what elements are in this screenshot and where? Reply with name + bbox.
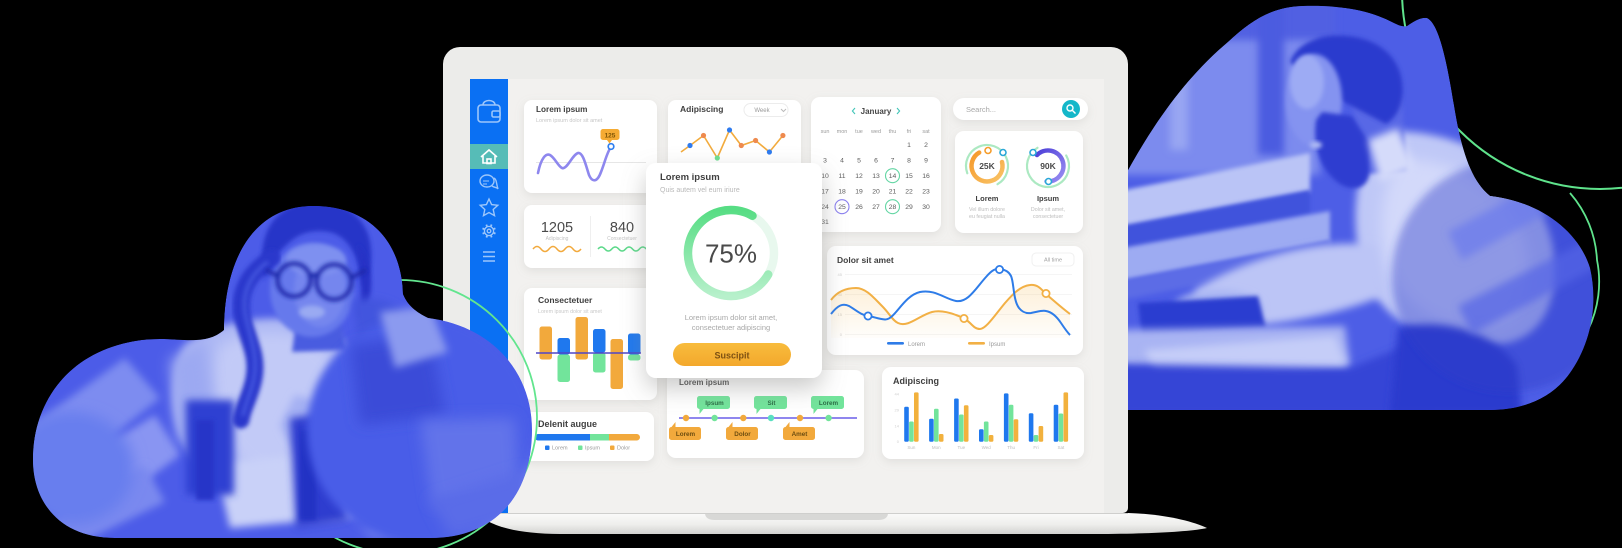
svg-text:44: 44 — [895, 391, 900, 396]
svg-text:Lorem: Lorem — [552, 446, 568, 452]
svg-text:Consectetuer: Consectetuer — [538, 295, 593, 305]
svg-text:wed: wed — [870, 129, 881, 135]
svg-text:25: 25 — [838, 204, 846, 211]
svg-text:Thu: Thu — [1007, 445, 1015, 450]
svg-text:840: 840 — [610, 220, 634, 236]
svg-text:18: 18 — [838, 189, 846, 196]
svg-text:Sit: Sit — [767, 400, 776, 407]
svg-text:Fri: Fri — [1033, 445, 1038, 450]
svg-text:tue: tue — [855, 129, 863, 135]
svg-text:125: 125 — [605, 133, 616, 140]
svg-text:Dolor sit amet: Dolor sit amet — [837, 255, 894, 265]
svg-text:Quis autem vel eum iriure: Quis autem vel eum iriure — [660, 187, 740, 194]
svg-text:Ipsum: Ipsum — [585, 446, 600, 452]
svg-text:15: 15 — [905, 173, 913, 180]
svg-text:Delenit augue: Delenit augue — [538, 419, 597, 429]
svg-text:22: 22 — [905, 189, 913, 196]
svg-text:Lorem: Lorem — [819, 400, 839, 407]
svg-text:consectetuer: consectetuer — [1033, 214, 1064, 220]
svg-text:Adipiscing: Adipiscing — [893, 376, 939, 386]
svg-text:Dolor sit amet,: Dolor sit amet, — [1031, 207, 1065, 213]
svg-text:Lorem: Lorem — [976, 194, 999, 203]
svg-text:26: 26 — [855, 204, 863, 211]
svg-text:Sat: Sat — [1058, 445, 1066, 450]
svg-text:1205: 1205 — [541, 220, 573, 236]
svg-text:All time: All time — [1044, 258, 1062, 264]
svg-text:Lorem: Lorem — [908, 342, 925, 348]
svg-text:17: 17 — [821, 189, 829, 196]
svg-text:11: 11 — [838, 173, 845, 180]
svg-text:19: 19 — [855, 189, 863, 196]
svg-text:eu feugiat nulla: eu feugiat nulla — [969, 214, 1005, 220]
svg-text:Lorem ipsum: Lorem ipsum — [536, 105, 587, 114]
svg-text:Ipsum: Ipsum — [989, 342, 1005, 348]
svg-text:Vel illum dolore: Vel illum dolore — [969, 207, 1005, 213]
svg-text:Lorem: Lorem — [676, 431, 696, 438]
svg-text:9: 9 — [924, 158, 928, 165]
svg-text:4: 4 — [840, 158, 844, 165]
svg-text:24: 24 — [821, 204, 829, 211]
svg-text:90K: 90K — [1040, 161, 1056, 171]
svg-text:sun: sun — [821, 129, 830, 135]
svg-text:Lorem ipsum dolor sit amet: Lorem ipsum dolor sit amet — [536, 118, 603, 124]
svg-text:Mon: Mon — [932, 445, 941, 450]
svg-text:5: 5 — [857, 158, 861, 165]
svg-text:Ipsum: Ipsum — [705, 400, 724, 407]
svg-text:Consectetuer: Consectetuer — [607, 236, 637, 242]
svg-text:29: 29 — [905, 204, 913, 211]
svg-text:21: 21 — [889, 189, 897, 196]
svg-text:3: 3 — [823, 158, 827, 165]
svg-text:Sun: Sun — [907, 445, 916, 450]
svg-text:27: 27 — [872, 204, 880, 211]
svg-text:Week: Week — [754, 108, 770, 114]
svg-text:10: 10 — [821, 173, 829, 180]
svg-text:Adipiscing: Adipiscing — [546, 236, 569, 242]
svg-text:Search...: Search... — [966, 105, 996, 114]
svg-text:14: 14 — [889, 173, 897, 180]
svg-text:Lorem ipsum dolor sit amet,: Lorem ipsum dolor sit amet, — [685, 313, 778, 322]
svg-text:fri: fri — [907, 129, 912, 135]
svg-text:Amet: Amet — [792, 431, 809, 438]
svg-text:Suscipit: Suscipit — [714, 351, 749, 361]
svg-text:Tue: Tue — [958, 445, 966, 450]
svg-text:23: 23 — [922, 189, 930, 196]
svg-text:thu: thu — [889, 129, 897, 135]
svg-text:29: 29 — [895, 407, 900, 412]
svg-text:sat: sat — [922, 129, 930, 135]
svg-text:Ipsum: Ipsum — [1037, 194, 1059, 203]
svg-text:14: 14 — [895, 423, 900, 428]
svg-text:6: 6 — [874, 158, 878, 165]
svg-text:75%: 75% — [705, 239, 757, 269]
svg-text:January: January — [861, 107, 892, 116]
svg-text:31: 31 — [821, 219, 829, 226]
svg-text:13: 13 — [872, 173, 880, 180]
svg-text:consectetuer adipiscing: consectetuer adipiscing — [692, 323, 770, 332]
svg-text:0: 0 — [897, 439, 900, 444]
svg-text:Lorem ipsum dolor sit amet: Lorem ipsum dolor sit amet — [538, 309, 602, 315]
svg-text:20: 20 — [872, 189, 880, 196]
svg-text:1: 1 — [907, 142, 911, 149]
svg-text:28: 28 — [889, 204, 897, 211]
svg-text:7: 7 — [891, 158, 895, 165]
svg-text:Dolor: Dolor — [617, 446, 630, 452]
svg-text:2: 2 — [924, 142, 928, 149]
svg-text:25K: 25K — [979, 161, 995, 171]
svg-text:30: 30 — [922, 204, 930, 211]
svg-text:Lorem ipsum: Lorem ipsum — [660, 172, 720, 183]
svg-text:Adipiscing: Adipiscing — [680, 104, 723, 114]
svg-text:mon: mon — [837, 129, 848, 135]
svg-text:Lorem ipsum: Lorem ipsum — [679, 378, 729, 387]
svg-text:8: 8 — [907, 158, 911, 165]
svg-text:Wed: Wed — [982, 445, 992, 450]
svg-text:45: 45 — [838, 272, 843, 277]
svg-text:Dolor: Dolor — [734, 431, 751, 438]
svg-text:12: 12 — [855, 173, 863, 180]
svg-text:16: 16 — [922, 173, 930, 180]
